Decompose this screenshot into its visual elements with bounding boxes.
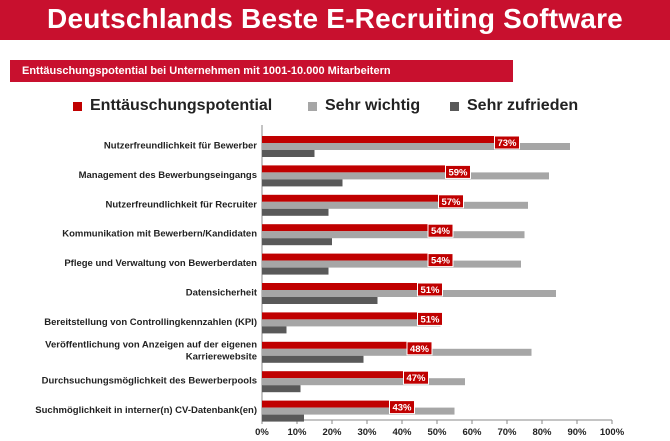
page-title: Deutschlands Beste E-Recruiting Software [47,3,623,34]
legend-item-sehr-zufrieden: Sehr zufrieden [450,93,578,119]
category-label: Nutzerfreundlichkeit für Recruiter [106,199,258,210]
legend-item-sehr-wichtig: Sehr wichtig [308,93,420,119]
bar-series-3 [262,355,364,363]
bar-series-1 [262,224,451,232]
bar-series-2 [262,319,441,327]
x-tick-label: 70% [497,427,517,438]
chart-subtitle: Enttäuschungspotential bei Unternehmen m… [22,65,391,77]
data-label: 73% [497,138,517,149]
x-tick-label: 30% [357,427,377,438]
bar-series-2 [262,143,570,150]
category-label: Datensicherheit [186,288,258,299]
data-label-box [417,311,443,326]
x-tick-label: 40% [392,427,412,438]
category-label: Karrierewebsite [186,351,257,362]
legend-item-enttaeuschungspotential: Enttäuschungspotential [73,93,272,119]
category-label: Veröffentlichung von Anzeigen auf der ei… [45,339,257,350]
category-label: Kommunikation mit Bewerbern/Kandidaten [62,229,257,240]
data-label: 51% [420,314,440,325]
data-label-box [417,282,443,297]
bar-series-3 [262,297,378,304]
bar-series-2 [262,172,549,180]
bar-series-1 [262,194,462,202]
bar-chart: 0% 10% 20% 30% 40% 50% 60% 70% 80% 90% 100% Nutzerf… [35,125,625,438]
x-tick-label: 100% [600,427,625,438]
bar-series-3 [262,267,329,275]
data-label: 51% [420,285,440,296]
bar-series-2 [262,378,465,386]
x-tick-label: 20% [322,427,342,438]
bar-series-1 [262,341,430,349]
data-label: 54% [431,256,451,267]
legend-swatch-light-gray [308,101,317,111]
category-label: Durchsuchungsmöglichkeit des Bewerberpoo… [42,376,257,387]
data-label-box [427,223,454,238]
data-label-box [406,341,433,356]
data-label-box [438,194,464,209]
bar-series-1 [262,283,441,290]
x-tick-label: 90% [567,427,587,438]
data-label-box [427,253,454,268]
bar-series-3 [262,150,315,157]
category-label: Nutzerfreundlichkeit für Bewerber [104,141,257,152]
x-tick-label: 60% [462,427,482,438]
bar-series-2 [262,290,556,297]
legend-label: Sehr zufrieden [467,97,579,114]
bar-series-1 [262,136,518,143]
bar-series-1 [262,400,413,408]
category-label: Bereitstellung von Controllingkennzahlen… [44,317,257,328]
bar-series-2 [262,348,532,356]
data-label: 54% [431,226,451,237]
bar-series-1 [262,253,451,261]
data-label-box [403,370,429,385]
data-label: 57% [441,197,461,208]
bar-series-2 [262,201,528,209]
bar-series-1 [262,371,427,379]
bar-series-1 [262,165,469,173]
data-label: 47% [406,373,426,384]
bar-series-1 [262,312,441,320]
category-label: Pflege und Verwaltung von Bewerberdaten [64,258,257,269]
data-label-box [389,400,415,415]
bar-series-3 [262,179,343,187]
bar-series-3 [262,208,329,216]
bar-series-2 [262,407,455,415]
data-label: 59% [448,167,468,178]
x-tick-label: 0% [255,427,269,438]
data-label-box [494,135,520,150]
bar-series-3 [262,238,332,246]
chart-legend: Enttäuschungspotential Sehr wichtig Sehr… [0,93,670,119]
data-label: 43% [392,403,412,414]
x-tick-label: 10% [287,427,307,438]
bar-series-2 [262,260,521,268]
bar-series-3 [262,326,287,334]
data-label: 48% [410,344,430,355]
legend-swatch-dark-gray [450,101,459,111]
legend-label: Enttäuschungspotential [90,97,273,114]
x-tick-label: 80% [532,427,552,438]
category-label: Suchmöglichkeit in interner(n) CV-Datenb… [35,405,257,416]
bar-series-2 [262,231,525,239]
category-label: Management des Bewerbungseingangs [79,170,257,181]
bar-series-3 [262,385,301,393]
legend-label: Sehr wichtig [325,97,421,114]
bar-series-3 [262,414,304,422]
subtitle-bar [10,60,513,82]
x-tick-label: 50% [427,427,447,438]
data-label-box [445,164,471,179]
legend-swatch-red [73,101,82,111]
title-banner [0,0,670,40]
